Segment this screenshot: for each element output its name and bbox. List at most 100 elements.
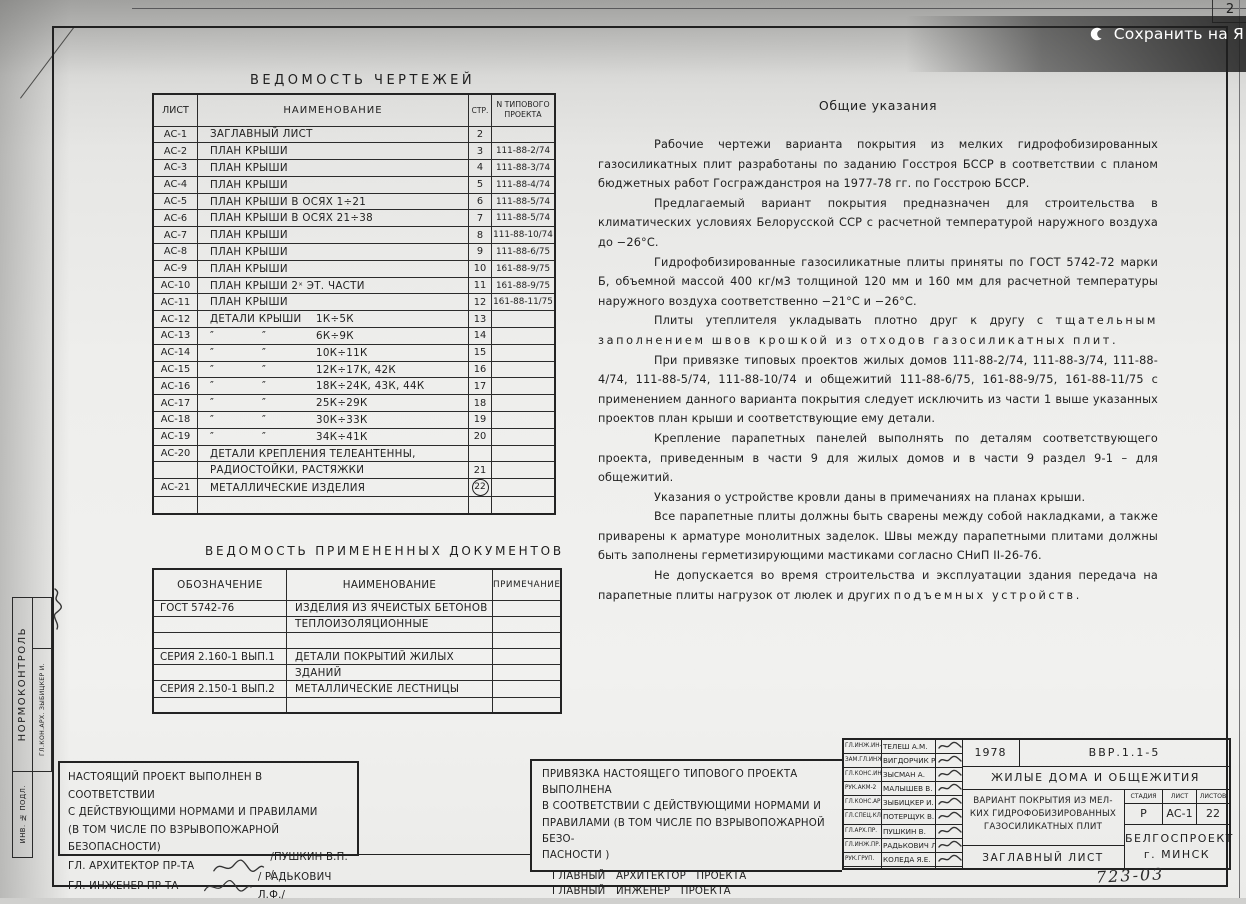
- name-text: ″: [210, 363, 215, 376]
- drawings-table-row: АС-5 ПЛАН КРЫШИ В ОСЯХ 1÷21 6 111-88-5/7…: [152, 192, 556, 211]
- signature: [938, 769, 962, 777]
- name-text: ″: [210, 413, 215, 426]
- documents-table-header: ОБОЗНАЧЕНИЕ НАИМЕНОВАНИЕ ПРИМЕЧАНИЕ: [152, 568, 562, 601]
- name-text: ″: [210, 397, 215, 410]
- notes-paragraph-emphasis: подъемных устройств.: [893, 588, 1082, 602]
- signer-role: ГЛ.ИНЖ.ИН-ТА: [844, 740, 882, 754]
- save-to-yandex-button[interactable]: Сохранить на Я: [1088, 25, 1244, 43]
- page-number: 21: [473, 464, 487, 476]
- project-title-cell: ЖИЛЫЕ ДОМА И ОБЩЕЖИТИЯ: [962, 767, 1229, 790]
- notes-paragraph: Не допускается во время строительства и …: [598, 566, 1158, 605]
- page-number: 20: [473, 431, 487, 443]
- stage-header-row: СТАДИЯ ЛИСТ ЛИСТОВ: [1125, 790, 1229, 804]
- normcontrol-strip: НОРМОКОНТРОЛЬ ГЛ.КОН.АРХ. ЗЫБИЦКЕР И.: [12, 588, 63, 772]
- compliance-note-box: НАСТОЯЩИЙ ПРОЕКТ ВЫПОЛНЕН В СООТВЕТСТВИИ…: [58, 761, 359, 901]
- sheet-cell: АС-13: [152, 327, 198, 345]
- general-notes: Общие указания Рабочие чертежи варианта …: [598, 98, 1158, 605]
- drawings-table-row: АС-9 ПЛАН КРЫШИ 10 161-88-9/75: [152, 259, 556, 278]
- name-cell: [197, 496, 469, 515]
- sheet-cell: АС-21: [152, 478, 198, 498]
- page-cell: 3: [468, 142, 492, 161]
- doc-note-cell: [492, 680, 562, 698]
- notes-paragraph: При привязке типовых проектов жилых домо…: [598, 351, 1158, 429]
- page-cell: 5: [468, 175, 492, 194]
- doc-name-cell: ДЕТАЛИ ПОКРЫТИЙ ЖИЛЫХ: [286, 648, 493, 666]
- doc-name-cell: ЗДАНИЙ: [286, 664, 493, 682]
- page-cell: 20: [468, 427, 492, 446]
- page-number: 4: [476, 162, 484, 174]
- page-number: 3: [476, 145, 484, 157]
- name-cell: ″ ″ 34К÷41К: [197, 427, 469, 446]
- name-text: ″: [210, 430, 215, 443]
- project-cell: 111-88-6/75: [491, 243, 556, 261]
- drawings-table-row: АС-16 ″ ″ 18К÷24К, 43К, 44К 17: [152, 377, 556, 396]
- name-text: ПЛАН КРЫШИ: [210, 145, 288, 158]
- signer-signature-cell: [936, 796, 962, 809]
- signature: [938, 755, 962, 763]
- sheet-cell: [152, 461, 198, 480]
- signer-row: РУК.ГРУП. КОЛЕДА Я.Е.: [844, 852, 962, 867]
- page-cell: 12: [468, 293, 492, 312]
- sheets-label: ЛИСТОВ: [1199, 793, 1227, 800]
- project-cell: 111-88-5/74: [491, 209, 556, 228]
- header-page: СТР.: [468, 93, 492, 127]
- drawings-table-row: АС-21 МЕТАЛЛИЧЕСКИЕ ИЗДЕЛИЯ 22: [152, 478, 556, 498]
- documents-table-row: ЗДАНИЙ: [152, 664, 562, 682]
- signer-name: ПУШКИН В.: [882, 824, 936, 838]
- drawings-table-row: АС-17 ″ ″ 25К÷29К 18: [152, 394, 556, 413]
- project-cell: [491, 461, 556, 480]
- page-cell: 7: [468, 209, 492, 228]
- name-cell: ЗАГЛАВНЫЙ ЛИСТ: [197, 125, 469, 144]
- page-cell: 13: [468, 310, 492, 329]
- signer-row: ГЛ.КОНС.ИН-ТА ЗЫСМАН А.: [844, 768, 962, 783]
- sheet-cell: АС-16: [152, 377, 198, 396]
- yandex-disk-icon: [1088, 25, 1106, 43]
- signature: [938, 741, 962, 749]
- name-text: РАДИОСТОЙКИ, РАСТЯЖКИ: [210, 464, 365, 477]
- page-number: 15: [473, 347, 487, 359]
- name-cell: МЕТАЛЛИЧЕСКИЕ ИЗДЕЛИЯ: [197, 478, 469, 498]
- normcontrol-label: НОРМОКОНТРОЛЬ: [17, 627, 28, 742]
- name-cell: ПЛАН КРЫШИ: [197, 259, 469, 278]
- signer-signature-cell: [936, 740, 962, 753]
- doc-code-cell: [152, 631, 287, 650]
- doc-name-cell: ИЗДЕЛИЯ ИЗ ЯЧЕИСТЫХ БЕТОНОВ: [286, 599, 493, 617]
- drawings-table-row: АС-2 ПЛАН КРЫШИ 3 111-88-2/74: [152, 142, 556, 161]
- detail-range: 10К÷11К: [316, 346, 368, 359]
- notes-paragraph-text: Предлагаемый вариант покрытия предназнач…: [598, 196, 1158, 249]
- name-cell: ″ ″ 6К÷9К: [197, 327, 469, 345]
- project-cell: [491, 496, 556, 515]
- signer-role: ГЛ.КОНС.АРХ: [844, 796, 882, 810]
- page-cell: 6: [468, 192, 492, 211]
- detail-range: 6К÷9К: [316, 329, 354, 342]
- project-cell: 111-88-5/74: [491, 192, 556, 211]
- normcontrol-cell: НОРМОКОНТРОЛЬ: [13, 598, 33, 771]
- name-cell: ПЛАН КРЫШИ: [197, 293, 469, 312]
- signer-name: ЗЫБИЦКЕР И.: [882, 796, 936, 810]
- doc-name-cell: МЕТАЛЛИЧЕСКИЕ ЛЕСТНИЦЫ: [286, 680, 493, 698]
- stage-value: Р: [1125, 804, 1163, 824]
- drawings-table: ЛИСТ НАИМЕНОВАНИЕ СТР. N ТИПОВОГО ПРОЕКТ…: [152, 93, 556, 515]
- signer-row: РУК.АКМ-2 МАЛЫШЕВ В.: [844, 782, 962, 797]
- notes-paragraph: Указания о устройстве кровли даны в прим…: [598, 488, 1158, 508]
- sheet-cell: АС-15: [152, 360, 198, 379]
- documents-table-row: ГОСТ 5742-76 ИЗДЕЛИЯ ИЗ ЯЧЕИСТЫХ БЕТОНОВ: [152, 599, 562, 617]
- header-doc-name: НАИМЕНОВАНИЕ: [286, 568, 493, 601]
- name-cell: ПЛАН КРЫШИ В ОСЯХ 1÷21: [197, 192, 469, 211]
- signature: [213, 858, 265, 872]
- sheet-cell: АС-11: [152, 293, 198, 312]
- signer-row: ГЛ.ИНЖ.ПР. РАДЬКОВИЧ Л.: [844, 838, 962, 853]
- sheet-cell: АС-9: [152, 259, 198, 278]
- documents-table: ОБОЗНАЧЕНИЕ НАИМЕНОВАНИЕ ПРИМЕЧАНИЕ ГОСТ…: [152, 568, 563, 715]
- scan-edge-right: [1239, 0, 1240, 898]
- detail-range: 1К÷5К: [316, 313, 354, 326]
- binding-note-box: ПРИВЯЗКА НАСТОЯЩЕГО ТИПОВОГО ПРОЕКТА ВЫП…: [530, 759, 842, 897]
- inventory-label: ИНВ. № ПОДЛ.: [18, 785, 27, 844]
- page-number: 5: [476, 179, 484, 191]
- page-number: 11: [473, 280, 487, 292]
- signer-role: ГЛ.КОНС.ИН-ТА: [844, 768, 882, 782]
- documents-table-row: СЕРИЯ 2.150-1 ВЫП.2 МЕТАЛЛИЧЕСКИЕ ЛЕСТНИ…: [152, 680, 562, 698]
- drawings-table-row: АС-20 ДЕТАЛИ КРЕПЛЕНИЯ ТЕЛЕАНТЕННЫ,: [152, 444, 556, 463]
- name-text: ПЛАН КРЫШИ: [210, 245, 288, 258]
- page-number: 13: [473, 313, 487, 325]
